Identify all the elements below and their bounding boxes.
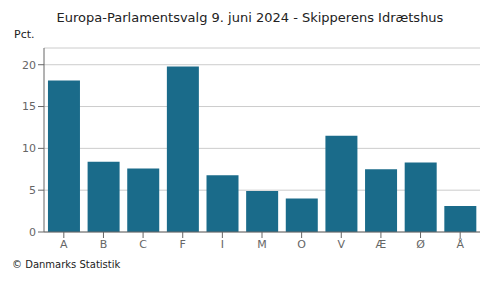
svg-text:Å: Å bbox=[456, 238, 464, 251]
svg-text:F: F bbox=[180, 238, 186, 251]
svg-text:I: I bbox=[221, 238, 224, 251]
svg-text:5: 5 bbox=[29, 184, 36, 197]
svg-text:Æ: Æ bbox=[376, 238, 387, 251]
svg-text:O: O bbox=[297, 238, 306, 251]
html-text:© Danmarks Statistik: © Danmarks Statistik bbox=[12, 259, 121, 270]
svg-text:C: C bbox=[139, 238, 147, 251]
svg-text:Ø: Ø bbox=[416, 238, 425, 251]
svg-text:20: 20 bbox=[22, 59, 36, 72]
html-text:Europa-Parlamentsvalg 9. juni: Europa-Parlamentsvalg 9. juni 2024 - Ski… bbox=[56, 10, 444, 25]
svg-text:V: V bbox=[338, 238, 346, 251]
svg-text:B: B bbox=[100, 238, 108, 251]
svg-text:M: M bbox=[257, 238, 267, 251]
svg-text:15: 15 bbox=[22, 100, 36, 113]
svg-text:A: A bbox=[60, 238, 68, 251]
svg-text:0: 0 bbox=[29, 226, 36, 239]
svg-text:10: 10 bbox=[22, 142, 36, 155]
html-text:Pct.: Pct. bbox=[14, 28, 35, 41]
